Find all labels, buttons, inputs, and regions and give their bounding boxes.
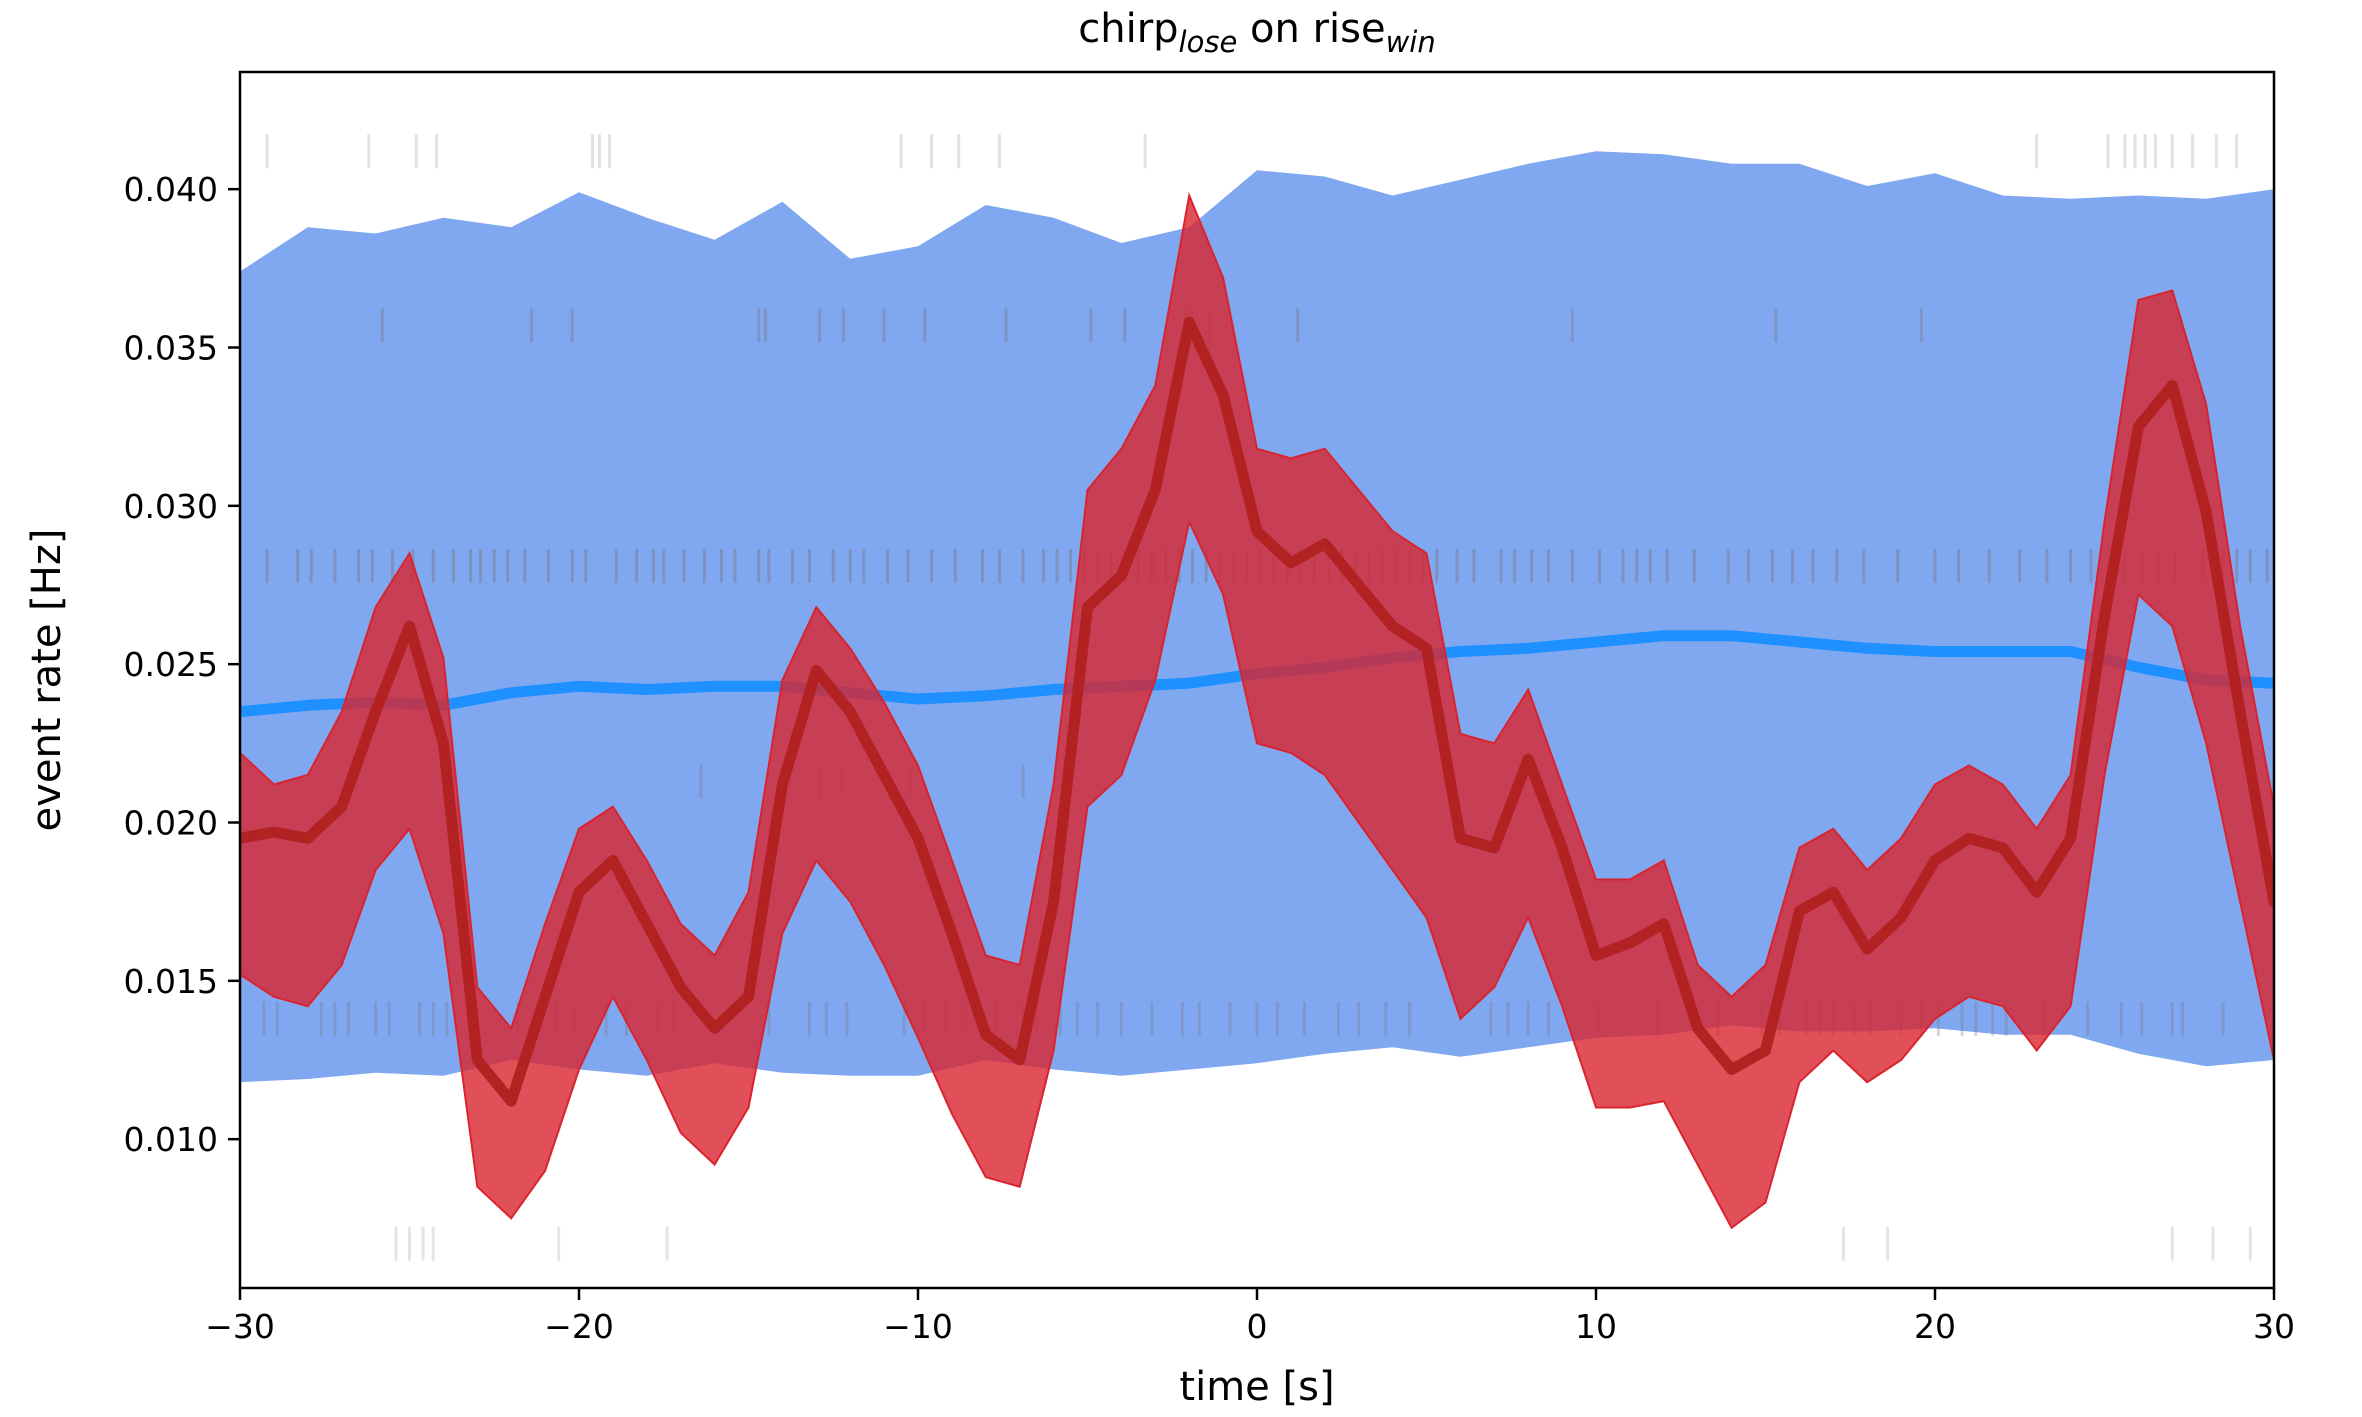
y-axis: 0.010 0.015 0.020 0.025 0.030 0.035 0.040 bbox=[124, 170, 240, 1159]
y-tick-label: 0.010 bbox=[124, 1120, 218, 1159]
y-tick-label: 0.015 bbox=[124, 962, 218, 1001]
x-tick-label: 0 bbox=[1247, 1307, 1268, 1346]
y-axis-label: event rate [Hz] bbox=[24, 529, 70, 832]
event-row-1 bbox=[265, 134, 2239, 169]
y-tick-label: 0.020 bbox=[124, 804, 218, 843]
x-tick-label: −10 bbox=[883, 1307, 953, 1346]
x-axis-label: time [s] bbox=[1179, 1364, 1334, 1410]
x-tick-label: 30 bbox=[2253, 1307, 2295, 1346]
x-tick-label: −30 bbox=[205, 1307, 275, 1346]
chart-title: chirplose on risewin bbox=[1078, 6, 1435, 59]
y-tick-label: 0.025 bbox=[124, 645, 218, 684]
plot-area bbox=[240, 134, 2274, 1261]
x-tick-label: −20 bbox=[544, 1307, 614, 1346]
x-tick-label: 10 bbox=[1575, 1307, 1617, 1346]
event-row-6 bbox=[394, 1226, 2252, 1261]
x-axis: −30 −20 −10 0 10 20 30 bbox=[205, 1288, 2295, 1346]
x-tick-label: 20 bbox=[1914, 1307, 1956, 1346]
y-tick-label: 0.030 bbox=[124, 487, 218, 526]
y-tick-label: 0.040 bbox=[124, 170, 218, 209]
y-tick-label: 0.035 bbox=[124, 329, 218, 368]
red-mean-line bbox=[240, 316, 2274, 1107]
